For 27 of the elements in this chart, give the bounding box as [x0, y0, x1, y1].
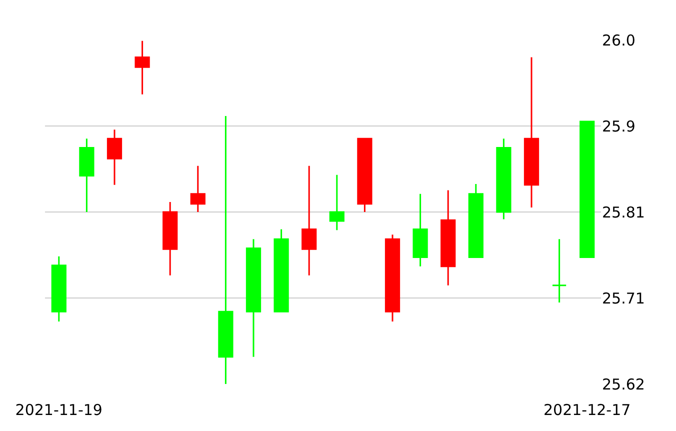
candlestick — [218, 115, 234, 384]
candlestick — [440, 190, 456, 286]
y-tick-label: 26.0 — [602, 31, 636, 50]
candlestick — [274, 228, 289, 312]
candlestick — [302, 165, 317, 276]
y-tick-label: 25.81 — [602, 203, 645, 222]
candlestick — [580, 120, 595, 258]
candlestick — [134, 40, 150, 96]
candlestick — [412, 193, 428, 268]
candlestick — [384, 234, 400, 322]
candlestick — [552, 238, 567, 304]
candlestick — [246, 238, 262, 358]
y-tick-label: 25.62 — [602, 375, 645, 394]
candlestick — [190, 165, 206, 213]
candlestick — [468, 183, 484, 258]
candlestick — [79, 138, 94, 213]
candlestick — [524, 56, 540, 208]
candlestick — [106, 128, 122, 186]
y-tick-label: 25.71 — [602, 289, 645, 308]
candlestick — [496, 138, 512, 220]
candlestick — [51, 256, 66, 322]
x-tick-label: 2021-11-19 — [15, 401, 102, 419]
candlestick — [329, 174, 344, 231]
candlestick — [357, 138, 372, 213]
y-tick-label: 25.9 — [602, 117, 636, 136]
x-tick-label: 2021-12-17 — [544, 401, 631, 419]
candlestick — [162, 201, 178, 276]
